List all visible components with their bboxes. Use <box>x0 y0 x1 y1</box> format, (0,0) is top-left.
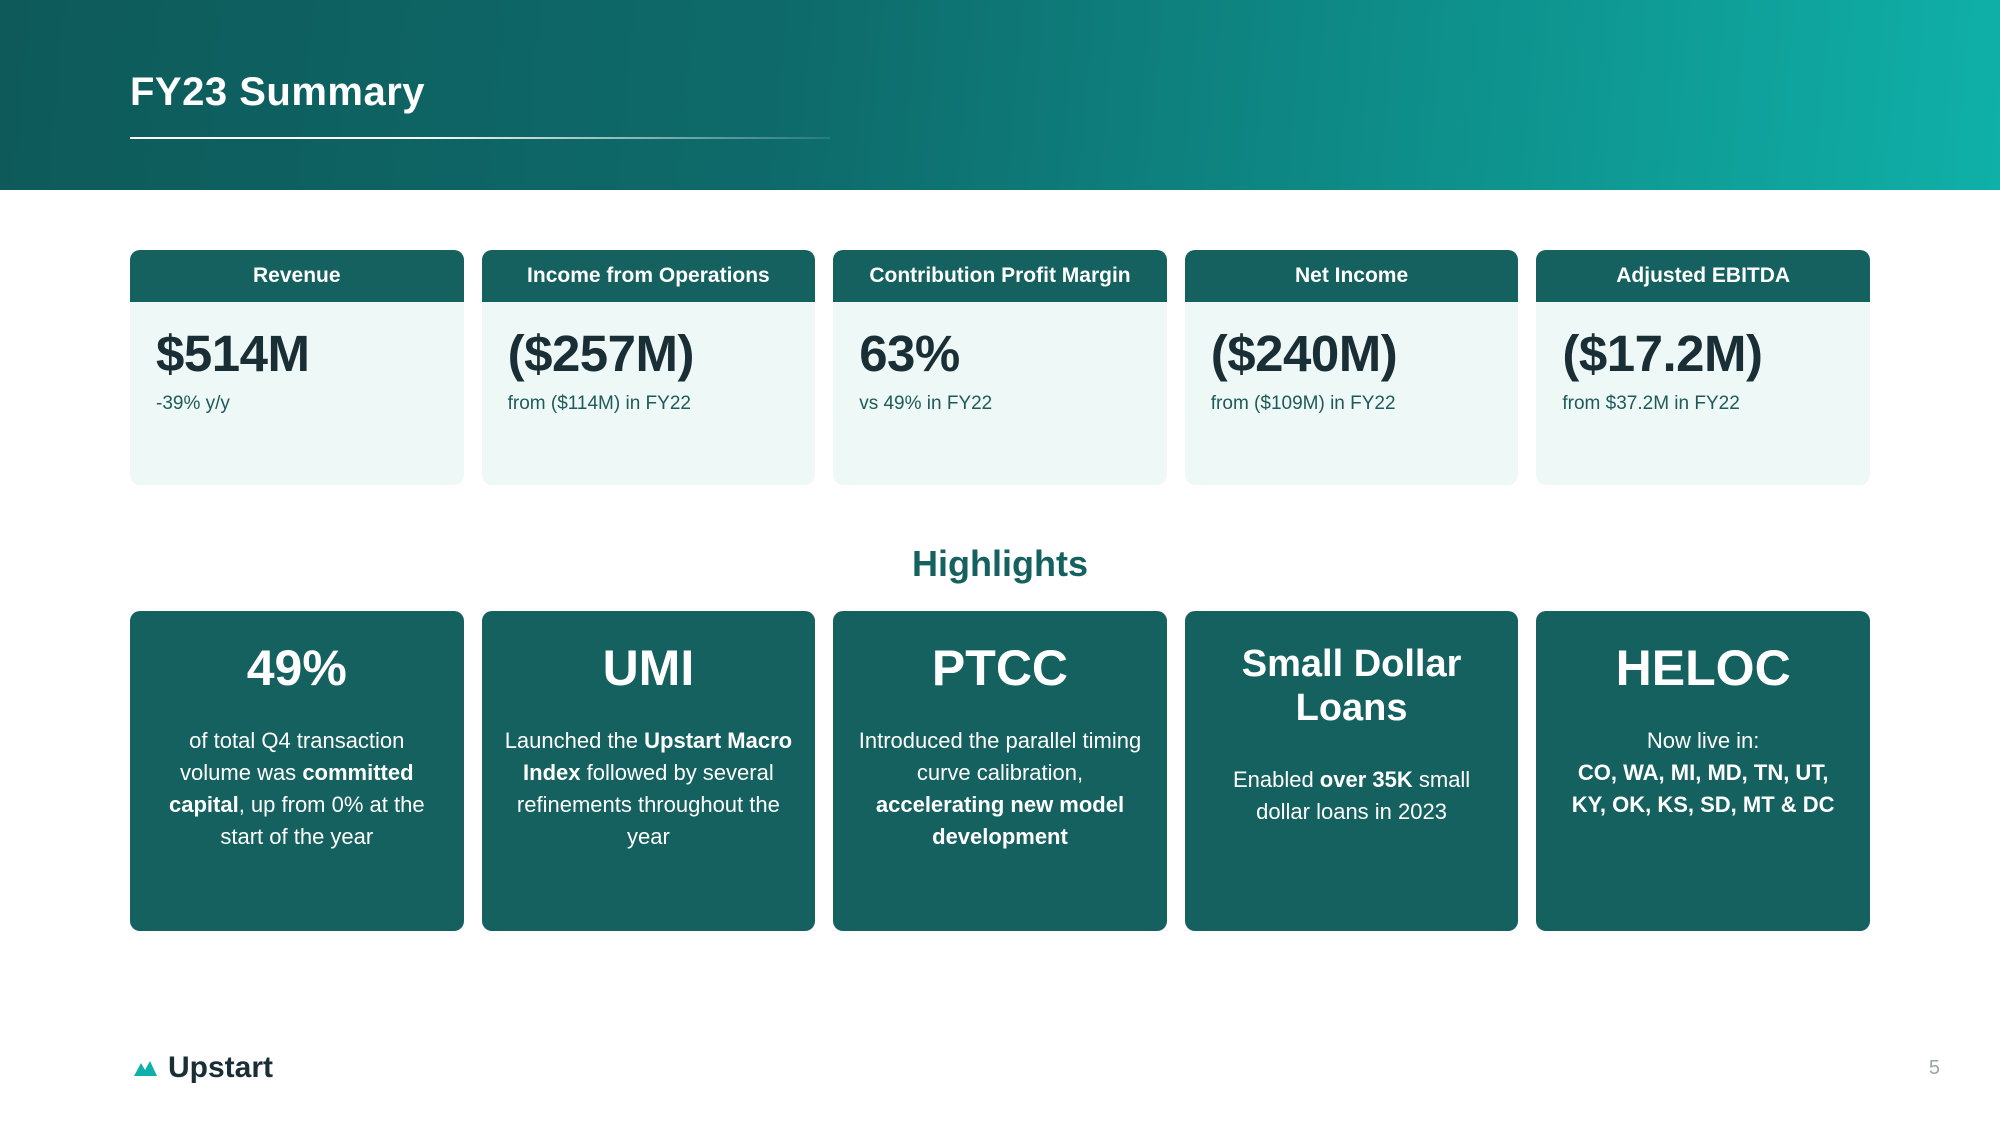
highlight-title: Small Dollar Loans <box>1207 643 1497 730</box>
metric-card-revenue: Revenue $514M -39% y/y <box>130 250 464 485</box>
highlight-card-umi: UMI Launched the Upstart Macro Index fol… <box>482 611 816 931</box>
highlight-body: Now live in:CO, WA, MI, MD, TN, UT, KY, … <box>1558 725 1848 821</box>
metric-value: ($257M) <box>508 324 790 383</box>
page-title: FY23 Summary <box>130 70 2000 115</box>
metric-value: ($240M) <box>1211 324 1493 383</box>
highlight-title: UMI <box>504 639 794 697</box>
metrics-row: Revenue $514M -39% y/y Income from Opera… <box>0 190 2000 485</box>
highlight-card-small-dollar: Small Dollar Loans Enabled over 35K smal… <box>1185 611 1519 931</box>
upstart-mark-icon <box>130 1056 160 1080</box>
metric-sub: from ($109M) in FY22 <box>1211 393 1493 415</box>
metric-label: Revenue <box>130 250 464 302</box>
highlight-body: of total Q4 transaction volume was commi… <box>152 725 442 853</box>
page-number: 5 <box>1929 1057 1940 1080</box>
highlight-card-ptcc: PTCC Introduced the parallel timing curv… <box>833 611 1167 931</box>
highlights-heading: Highlights <box>0 543 2000 585</box>
metric-card-net-income: Net Income ($240M) from ($109M) in FY22 <box>1185 250 1519 485</box>
metric-label: Contribution Profit Margin <box>833 250 1167 302</box>
brand-name: Upstart <box>168 1051 273 1085</box>
metric-label: Adjusted EBITDA <box>1536 250 1870 302</box>
highlight-card-committed-capital: 49% of total Q4 transaction volume was c… <box>130 611 464 931</box>
highlight-title: PTCC <box>855 639 1145 697</box>
header-divider <box>130 137 830 139</box>
brand-logo: Upstart <box>130 1051 273 1085</box>
metric-card-income-ops: Income from Operations ($257M) from ($11… <box>482 250 816 485</box>
metric-value: $514M <box>156 324 438 383</box>
metric-label: Net Income <box>1185 250 1519 302</box>
highlight-title: HELOC <box>1558 639 1848 697</box>
highlight-title: 49% <box>152 639 442 697</box>
metric-card-adj-ebitda: Adjusted EBITDA ($17.2M) from $37.2M in … <box>1536 250 1870 485</box>
metric-sub: from $37.2M in FY22 <box>1562 393 1844 415</box>
highlight-card-heloc: HELOC Now live in:CO, WA, MI, MD, TN, UT… <box>1536 611 1870 931</box>
header-banner: FY23 Summary <box>0 0 2000 190</box>
metric-sub: vs 49% in FY22 <box>859 393 1141 415</box>
highlight-body: Introduced the parallel timing curve cal… <box>855 725 1145 853</box>
metric-value: 63% <box>859 324 1141 383</box>
metric-sub: from ($114M) in FY22 <box>508 393 790 415</box>
footer: Upstart 5 <box>130 1051 1940 1085</box>
highlight-body: Enabled over 35K small dollar loans in 2… <box>1207 764 1497 828</box>
metric-sub: -39% y/y <box>156 393 438 415</box>
metric-card-contribution-margin: Contribution Profit Margin 63% vs 49% in… <box>833 250 1167 485</box>
highlight-body: Launched the Upstart Macro Index followe… <box>504 725 794 853</box>
metric-value: ($17.2M) <box>1562 324 1844 383</box>
metric-label: Income from Operations <box>482 250 816 302</box>
highlights-row: 49% of total Q4 transaction volume was c… <box>0 585 2000 931</box>
